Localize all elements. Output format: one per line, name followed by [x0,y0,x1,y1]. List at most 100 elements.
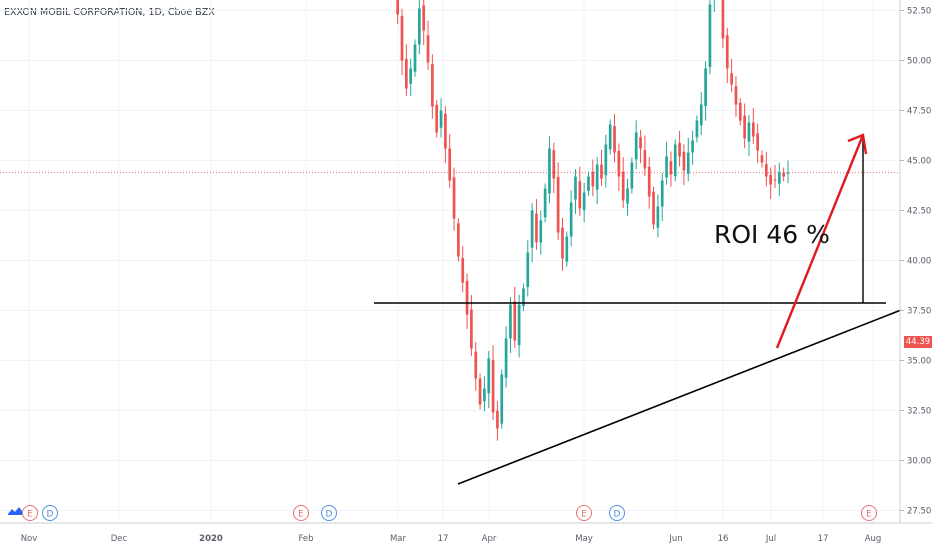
dividend-event-icon[interactable]: D [321,505,337,521]
candle-body[interactable] [509,304,512,339]
candle-body[interactable] [643,150,647,169]
earnings-event-icon[interactable]: E [576,505,592,521]
candle-body[interactable] [760,155,764,163]
candle-body[interactable] [647,166,651,197]
candle-body[interactable] [396,0,400,15]
candle-body[interactable] [686,152,690,174]
candle-body[interactable] [743,115,746,139]
candle-body[interactable] [634,132,638,160]
candle-body[interactable] [652,191,655,225]
candle-body[interactable] [665,156,668,178]
candle-body[interactable] [483,388,486,402]
candle-body[interactable] [617,150,621,177]
candle-body[interactable] [777,172,781,184]
candle-body[interactable] [600,164,603,179]
candle-body[interactable] [769,174,772,185]
candle-body[interactable] [422,5,426,31]
candle-body[interactable] [699,104,703,126]
candle-body[interactable] [561,227,564,259]
candle-body[interactable] [725,35,729,69]
candle-body[interactable] [639,137,642,149]
candle-body[interactable] [604,144,608,176]
candle-body[interactable] [773,179,777,181]
candle-body[interactable] [431,64,434,107]
dividend-event-icon[interactable]: D [609,505,625,521]
candle-body[interactable] [578,181,582,209]
candle-body[interactable] [782,172,786,177]
candle-body[interactable] [626,188,629,204]
candle-body[interactable] [535,213,538,243]
candle-body[interactable] [400,16,404,61]
candle-body[interactable] [487,358,491,394]
candle-body[interactable] [474,351,478,379]
candle-body[interactable] [708,4,712,67]
earnings-event-icon[interactable]: E [22,505,38,521]
candle-body[interactable] [522,288,525,307]
candle-body[interactable] [552,150,556,179]
candle-body[interactable] [591,171,595,187]
candle-body[interactable] [621,171,625,201]
candle-body[interactable] [669,161,673,175]
candle-body[interactable] [426,35,430,63]
candle-body[interactable] [491,360,495,413]
candle-body[interactable] [569,202,573,237]
candle-body[interactable] [435,104,439,133]
candle-body[interactable] [721,0,725,39]
candle-body[interactable] [457,223,460,257]
candle-body[interactable] [691,140,694,153]
event-label: D [47,510,54,520]
candle-body[interactable] [656,206,660,228]
candle-body[interactable] [409,68,413,84]
candle-body[interactable] [504,338,508,378]
candle-body[interactable] [747,122,751,142]
candle-body[interactable] [730,73,733,85]
candle-body[interactable] [478,378,482,405]
candle-body[interactable] [695,120,699,138]
candle-body[interactable] [565,236,569,262]
candle-body[interactable] [418,8,421,45]
candle-body[interactable] [595,164,599,190]
candle-body[interactable] [704,68,707,107]
candle-body[interactable] [786,172,790,174]
candle-body[interactable] [678,142,681,157]
earnings-event-icon[interactable]: E [861,505,877,521]
candle-body[interactable] [613,126,616,153]
candle-body[interactable] [452,177,456,219]
earnings-event-icon[interactable]: E [293,505,309,521]
price-tick-label: 45.00 [907,157,931,167]
candle-body[interactable] [738,102,742,121]
candle-body[interactable] [630,162,634,189]
candle-body[interactable] [439,110,443,128]
candle-body[interactable] [673,144,677,177]
candle-body[interactable] [756,133,759,151]
candle-body[interactable] [608,124,612,150]
candle-body[interactable] [470,309,473,349]
candle-body[interactable] [734,86,738,105]
candle-body[interactable] [582,192,586,211]
candle-body[interactable] [587,176,590,191]
candle-body[interactable] [574,176,577,200]
dividend-event-icon[interactable]: D [42,505,58,521]
candle-body[interactable] [500,374,504,424]
candle-body[interactable] [682,151,686,171]
candle-body[interactable] [461,258,465,283]
candle-body[interactable] [764,164,768,177]
candle-body[interactable] [413,44,417,72]
candle-body[interactable] [548,148,551,194]
candle-body[interactable] [496,410,499,429]
candle-body[interactable] [513,301,517,341]
candle-body[interactable] [556,176,560,233]
candle-body[interactable] [530,210,534,248]
tradingview-logo-icon[interactable] [7,505,23,517]
candle-body[interactable] [539,220,543,243]
candle-body[interactable] [404,58,408,89]
candle-body[interactable] [444,113,447,149]
candle-body[interactable] [465,280,469,315]
candle-body[interactable] [751,122,755,137]
candle-body[interactable] [660,180,664,207]
candle-body[interactable] [448,148,452,181]
candle-body[interactable] [526,252,530,287]
candle-body[interactable] [517,304,521,346]
candle-body[interactable] [543,188,547,218]
